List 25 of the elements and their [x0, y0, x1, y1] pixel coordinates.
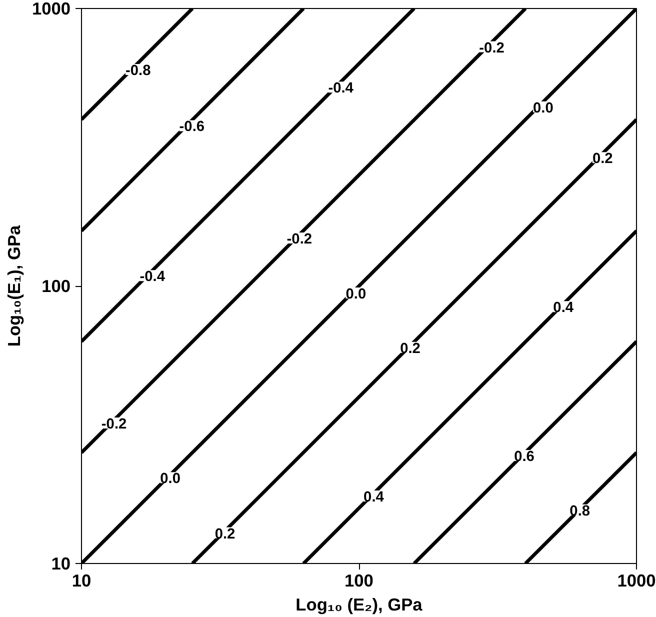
annotation: -0.8 — [126, 62, 151, 79]
annotation: 0.4 — [364, 490, 385, 506]
annotation: -0.2 — [101, 416, 127, 432]
y-tick-label: 10 — [51, 554, 71, 574]
annotation: 0.2 — [592, 151, 613, 168]
annotation: -0.4 — [140, 269, 166, 286]
annotation: 0.0 — [346, 286, 366, 302]
y-tick-label: 1000 — [32, 0, 71, 18]
annotation: -0.2 — [479, 40, 504, 56]
annotation: -0.4 — [328, 80, 354, 97]
x-tick-label: 100 — [344, 570, 374, 590]
annotation: 0.2 — [214, 526, 236, 542]
x-tick-label: 10 — [72, 570, 92, 590]
annotation: -0.6 — [179, 119, 205, 136]
annotation: 0.4 — [553, 300, 574, 316]
annotation: 0.6 — [514, 449, 534, 466]
x-tick-label: 1000 — [617, 570, 656, 590]
annotation: 0.8 — [570, 503, 590, 520]
annotation: 0.0 — [160, 471, 181, 488]
y-axis-title: Log₁₀(E₁), GPa — [4, 224, 24, 347]
y-tick-label: 100 — [42, 276, 71, 296]
annotation: 0.0 — [532, 100, 554, 116]
x-axis-title: Log₁₀ (E₂), GPa — [296, 594, 423, 614]
annotation: -0.2 — [286, 231, 312, 248]
annotation: 0.2 — [400, 340, 420, 357]
